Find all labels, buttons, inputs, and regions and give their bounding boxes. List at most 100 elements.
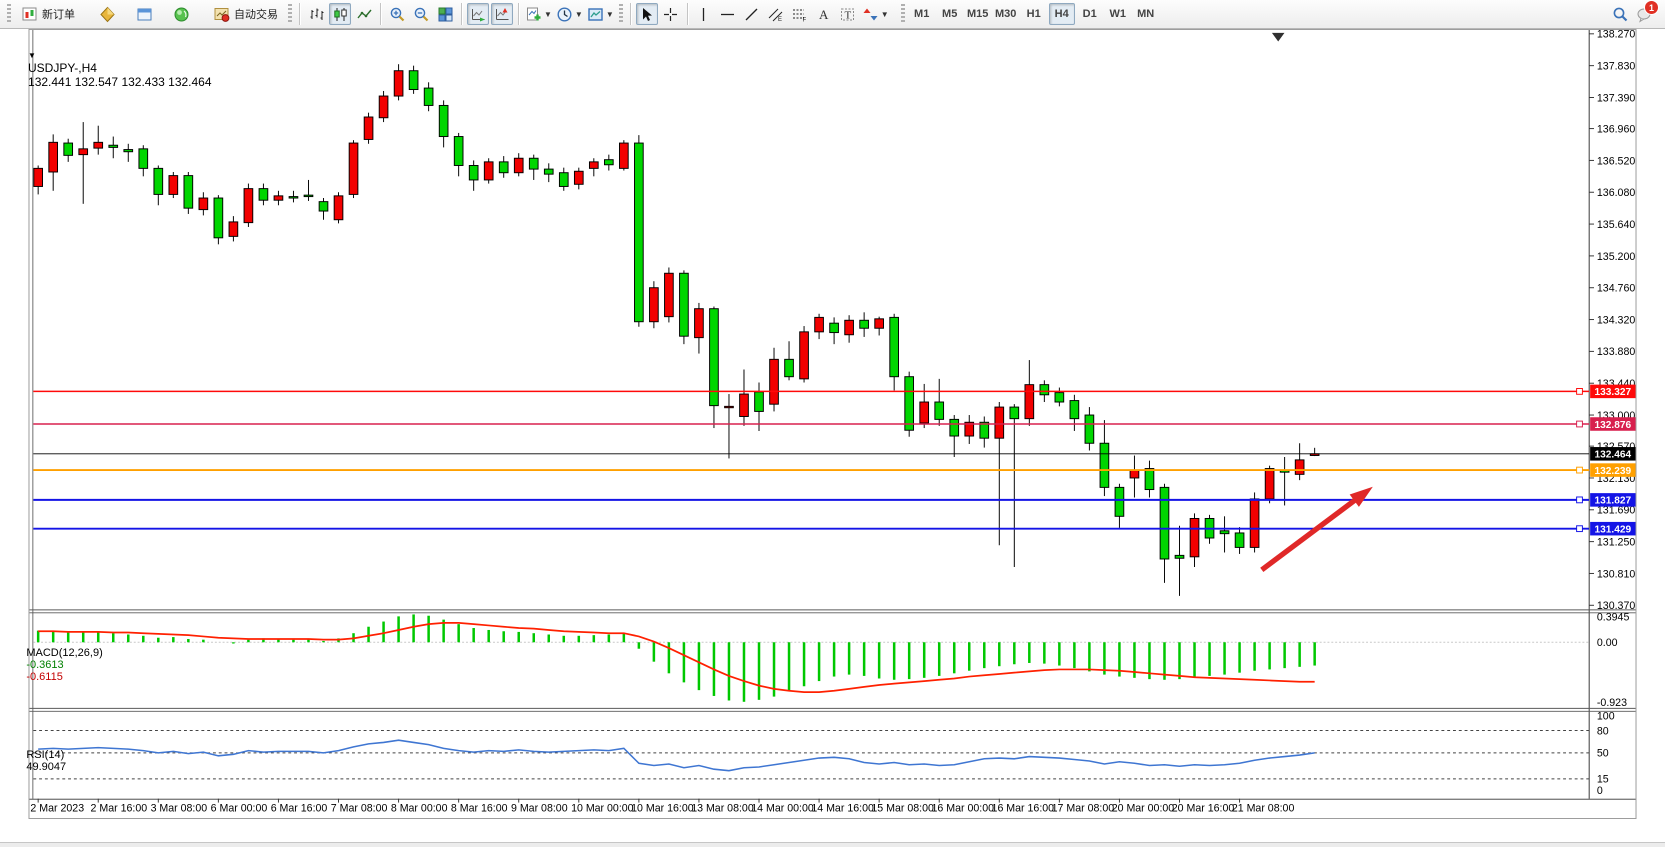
level-handle xyxy=(1576,525,1583,533)
timeframe-m30[interactable]: M30 xyxy=(994,8,1017,20)
autotrade-button[interactable]: 自动交易 xyxy=(207,3,284,25)
chart-shift-icon xyxy=(495,7,508,20)
text-button[interactable]: A xyxy=(813,3,835,25)
indicators-button[interactable]: ▼ xyxy=(524,3,553,25)
candle-body xyxy=(513,157,524,174)
chart-shift-button[interactable] xyxy=(491,3,513,25)
price-tag-label: 133.327 xyxy=(1595,387,1632,398)
window-icon xyxy=(137,8,151,20)
candlestick-button[interactable] xyxy=(329,3,351,25)
trendline-button[interactable] xyxy=(741,3,763,25)
chart-frame xyxy=(28,29,1637,819)
vertical-line-button[interactable] xyxy=(693,3,715,25)
chevron-down-icon[interactable]: ▼ xyxy=(544,9,552,19)
timeframe-mn[interactable]: MN xyxy=(1137,8,1155,20)
price-axis-label: 135.200 xyxy=(1597,251,1635,263)
candle-body xyxy=(1039,384,1050,396)
chevron-down-icon[interactable]: ▼ xyxy=(605,9,614,19)
toolbar-separator xyxy=(518,3,519,25)
cursor-button[interactable] xyxy=(635,3,658,25)
toolbar-grip xyxy=(900,4,905,24)
candle-body xyxy=(303,194,314,198)
toolbar-separator xyxy=(299,3,300,25)
text-label-icon: T xyxy=(841,8,855,21)
price-axis-label: 134.320 xyxy=(1597,314,1635,326)
time-axis-label: 6 Mar 00:00 xyxy=(211,802,268,814)
main-toolbar: 新订单 xyxy=(0,0,1665,29)
new-order-button[interactable]: 新订单 xyxy=(15,3,81,25)
candle-body xyxy=(78,148,89,156)
level-lines-layer[interactable] xyxy=(33,388,1590,533)
timeframe-m1[interactable]: M1 xyxy=(914,8,930,20)
chevron-down-icon[interactable]: ▼ xyxy=(574,9,583,19)
rsi-panel xyxy=(33,730,1590,780)
bar-chart-icon xyxy=(310,8,323,20)
rsi-axis-label: 0 xyxy=(1597,785,1603,797)
time-axis-label: 3 Mar 08:00 xyxy=(151,802,208,814)
timeframe-h4[interactable]: H4 xyxy=(1048,3,1075,25)
toolbar-grip xyxy=(7,4,11,24)
annotation-arrow[interactable] xyxy=(1260,486,1373,572)
macd-panel xyxy=(33,614,1590,702)
time-axis-label: 2 Mar 2023 xyxy=(30,802,84,814)
candle-body xyxy=(423,87,434,106)
zoom-out-button[interactable] xyxy=(410,3,432,25)
tile-windows-button[interactable] xyxy=(434,3,456,25)
candle-body xyxy=(138,148,149,169)
line-chart-button[interactable] xyxy=(353,3,375,25)
sound-button[interactable] xyxy=(170,3,192,25)
dropdown-triangle-icon[interactable]: ▼ xyxy=(28,51,36,60)
window-border xyxy=(28,29,1637,819)
candle-body xyxy=(348,142,359,195)
timeframe-m15[interactable]: M15 xyxy=(966,8,989,20)
candle-body xyxy=(859,319,869,329)
timeframe-d1[interactable]: D1 xyxy=(1082,8,1097,20)
candle-body xyxy=(333,195,344,221)
timeframe-w1[interactable]: W1 xyxy=(1109,8,1126,20)
candles-layer xyxy=(33,64,1320,596)
search-button[interactable] xyxy=(1609,3,1631,25)
candle-body xyxy=(1099,442,1110,488)
chart-canvas[interactable]: 138.270 137.830 137.390 136.960 136.520 136.0… xyxy=(0,29,1665,847)
time-axis-label: 20 Mar 16:00 xyxy=(1172,802,1235,814)
arrow-shaft xyxy=(1260,495,1361,572)
new-order-icon xyxy=(22,7,37,20)
candle-body xyxy=(649,287,659,323)
data-window-button[interactable] xyxy=(133,3,155,25)
shapes-button[interactable]: ▼ xyxy=(861,3,890,25)
horizontal-line-button[interactable] xyxy=(717,3,739,25)
price-tag xyxy=(1590,417,1636,431)
market-watch-button[interactable] xyxy=(96,3,118,25)
bar-chart-button[interactable] xyxy=(305,3,327,25)
candle-body xyxy=(558,172,569,187)
fibonacci-button[interactable]: F xyxy=(789,3,811,25)
time-axis-label: 16 Mar 16:00 xyxy=(992,802,1055,814)
candle-body xyxy=(1159,486,1170,560)
timeframe-m5[interactable]: M5 xyxy=(942,8,958,20)
text-label-button[interactable]: T xyxy=(837,3,859,25)
candle-body xyxy=(1024,384,1035,420)
chevron-down-icon[interactable]: ▼ xyxy=(880,9,889,19)
level-handle xyxy=(1576,388,1583,395)
macd-main-value: -0.3613 xyxy=(26,659,64,671)
chart-window[interactable]: 138.270 137.830 137.390 136.960 136.520 136.0… xyxy=(0,29,1665,847)
candle-body xyxy=(664,272,674,318)
indicators-icon xyxy=(527,7,541,20)
macd-axis-label: -0.923 xyxy=(1597,697,1627,709)
channel-button[interactable]: E xyxy=(765,3,787,25)
notifications-button[interactable]: 1 xyxy=(1633,0,1659,25)
price-axis-label: 136.520 xyxy=(1597,155,1635,167)
price-axis-label: 132.130 xyxy=(1597,473,1635,485)
crosshair-button[interactable] xyxy=(660,3,682,25)
timeframe-h1[interactable]: H1 xyxy=(1026,8,1041,20)
candle-body xyxy=(213,197,224,239)
zoom-in-button[interactable] xyxy=(386,3,408,25)
periods-button[interactable]: ▼ xyxy=(555,3,584,25)
crosshair-icon xyxy=(664,7,678,21)
candle-body xyxy=(288,196,299,199)
auto-scroll-button[interactable] xyxy=(467,3,489,25)
candle-body xyxy=(108,144,119,148)
candle-body xyxy=(573,170,584,185)
templates-button[interactable]: ▼ xyxy=(586,3,615,25)
